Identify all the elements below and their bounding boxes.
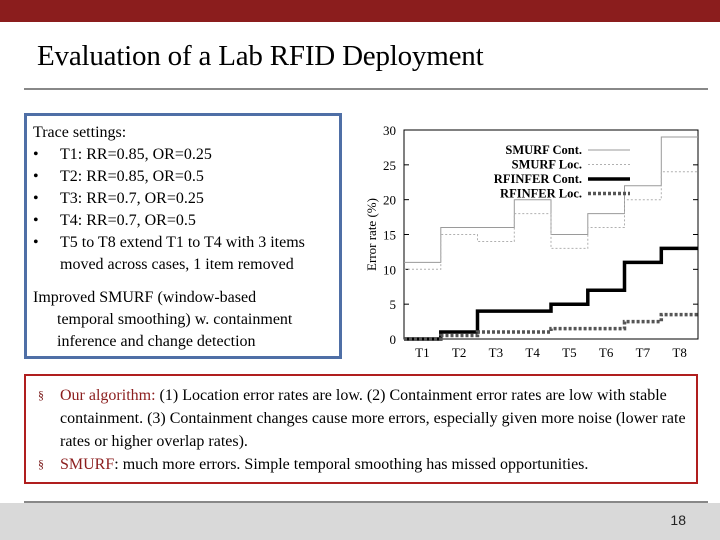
setting-t3: T3: RR=0.7, OR=0.25	[60, 190, 204, 207]
legend-label: SMURF Cont.	[505, 143, 582, 157]
finding-label-algorithm: Our algorithm:	[60, 387, 156, 404]
error-rate-chart: 0 5 10 15 20 25 30 T1 T2 T3 T4 T5 T6 T7 T8 Error rate (…	[364, 123, 699, 360]
setting-t1: T1: RR=0.85, OR=0.25	[60, 146, 212, 163]
y-tick-label: 0	[390, 332, 397, 347]
finding-smurf: § SMURF: much more errors. Simple tempora…	[34, 453, 688, 476]
settings-heading: Trace settings:	[33, 124, 127, 141]
setting-t5-t8: T5 to T8 extend T1 to T4 with 3 items	[60, 234, 305, 251]
footer-bar: 18	[0, 503, 720, 540]
title-divider	[24, 88, 708, 90]
x-tick-label: T2	[452, 345, 466, 360]
y-tick-label: 5	[390, 297, 397, 312]
findings-box: § Our algorithm: (1) Location error rates…	[24, 374, 698, 484]
setting-t5-t8-cont: moved across cases, 1 item removed	[60, 256, 294, 273]
improved-smurf-note: Improved SMURF (window-based temporal sm…	[33, 287, 333, 353]
improved-line-1: Improved SMURF (window-based	[33, 289, 257, 306]
section-marker-icon: §	[38, 388, 44, 402]
bullet-icon: •	[33, 190, 39, 207]
setting-t2: T2: RR=0.85, OR=0.5	[60, 168, 204, 185]
legend-label: RFINFER Cont.	[494, 172, 582, 186]
finding-text-smurf: : much more errors. Simple temporal smoo…	[114, 456, 589, 473]
y-tick-label: 20	[383, 193, 396, 208]
x-tick-label: T8	[672, 345, 686, 360]
finding-text-algorithm: (1) Location error rates are low. (2) Co…	[60, 387, 686, 450]
series-line-3	[404, 312, 698, 341]
list-item: • T4: RR=0.7, OR=0.5	[33, 210, 333, 232]
setting-t4: T4: RR=0.7, OR=0.5	[60, 212, 196, 229]
series-line-2	[404, 246, 698, 341]
bullet-icon: •	[33, 212, 39, 229]
finding-label-smurf: SMURF	[60, 456, 115, 473]
bullet-icon: •	[33, 234, 39, 251]
y-tick-label: 25	[383, 158, 396, 173]
y-tick-label: 30	[383, 123, 396, 138]
x-tick-label: T4	[525, 345, 540, 360]
finding-algorithm: § Our algorithm: (1) Location error rates…	[34, 384, 688, 453]
series-line-1	[404, 171, 698, 270]
list-item: • T2: RR=0.85, OR=0.5	[33, 166, 333, 188]
trace-settings-box: Trace settings: • T1: RR=0.85, OR=0.25 • T…	[24, 113, 342, 359]
x-tick-label: T3	[489, 345, 503, 360]
legend-label: SMURF Loc.	[512, 158, 582, 172]
list-item: • T1: RR=0.85, OR=0.25	[33, 144, 333, 166]
list-item: • T5 to T8 extend T1 to T4 with 3 items mo…	[33, 232, 333, 276]
list-item: • T3: RR=0.7, OR=0.25	[33, 188, 333, 210]
y-tick-label: 15	[383, 228, 396, 243]
x-tick-label: T5	[562, 345, 576, 360]
y-axis-label: Error rate (%)	[364, 198, 379, 271]
x-tick-label: T1	[415, 345, 429, 360]
section-marker-icon: §	[38, 457, 44, 471]
x-tick-label: T7	[636, 345, 651, 360]
improved-line-3: inference and change detection	[57, 333, 256, 350]
x-tick-label: T6	[599, 345, 614, 360]
bullet-icon: •	[33, 146, 39, 163]
header-bar	[0, 0, 720, 22]
bullet-icon: •	[33, 168, 39, 185]
page-title: Evaluation of a Lab RFID Deployment	[37, 40, 484, 72]
y-tick-label: 10	[383, 262, 396, 277]
legend-label: RFINFER Loc.	[500, 187, 582, 201]
improved-line-2: temporal smoothing) w. containment	[57, 311, 293, 328]
footer-divider	[24, 501, 708, 503]
page-number: 18	[670, 512, 686, 528]
settings-list: • T1: RR=0.85, OR=0.25 • T2: RR=0.85, OR=0…	[33, 144, 333, 276]
